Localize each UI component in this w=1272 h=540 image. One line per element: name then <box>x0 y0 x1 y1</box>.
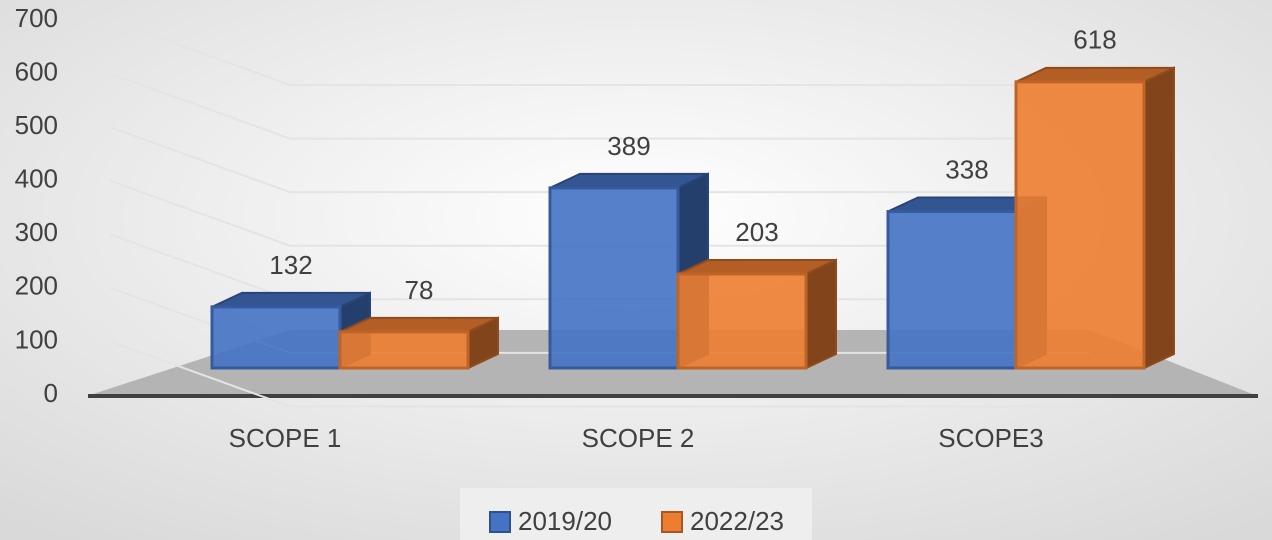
y-tick-label: 400 <box>15 164 58 194</box>
legend-swatch <box>661 511 683 533</box>
legend-box <box>460 488 812 540</box>
grid-line <box>109 19 1090 86</box>
y-tick-label: 0 <box>44 378 58 408</box>
data-label: 338 <box>945 154 988 184</box>
grid-line <box>109 340 1090 408</box>
grid-line <box>109 72 1090 140</box>
x-tick-label: SCOPE3 <box>938 423 1044 453</box>
y-tick-label: 200 <box>15 271 58 301</box>
x-tick-label: SCOPE 1 <box>229 423 342 453</box>
bar-side <box>1143 66 1175 370</box>
data-label: 132 <box>269 250 312 280</box>
data-label: 78 <box>405 275 434 305</box>
x-tick-label: SCOPE 2 <box>582 423 695 453</box>
data-label: 389 <box>607 131 650 161</box>
legend-swatch <box>489 511 511 533</box>
data-label: 203 <box>735 217 778 247</box>
bar <box>676 272 808 370</box>
grid-line <box>109 179 1090 247</box>
y-tick-label: 600 <box>15 56 58 86</box>
bar <box>548 186 680 370</box>
legend-label: 2019/20 <box>518 506 612 536</box>
bar-side <box>805 258 837 370</box>
y-tick-label: 500 <box>15 110 58 140</box>
bar <box>210 305 342 370</box>
y-tick-label: 300 <box>15 217 58 247</box>
data-label: 618 <box>1073 25 1116 55</box>
y-tick-label: 100 <box>15 324 58 354</box>
bar <box>1014 80 1146 370</box>
grid-line <box>109 126 1090 194</box>
bar <box>338 330 470 370</box>
y-tick-label: 700 <box>15 3 58 33</box>
bar <box>886 210 1018 370</box>
legend-label: 2022/23 <box>690 506 784 536</box>
